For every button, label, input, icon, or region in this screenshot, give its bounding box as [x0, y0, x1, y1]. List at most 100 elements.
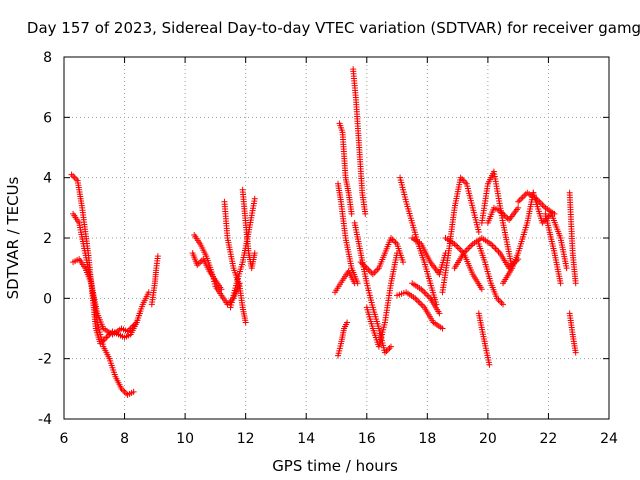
x-tick-label: 10 — [176, 431, 194, 447]
data-point — [418, 301, 425, 308]
grid-lines — [64, 57, 609, 419]
x-tick-label: 6 — [60, 431, 69, 447]
series-s26 — [478, 168, 516, 272]
data-point — [478, 286, 485, 293]
x-axis-label: GPS time / hours — [272, 457, 398, 475]
data-point — [419, 302, 426, 309]
series-s33 — [566, 189, 579, 287]
data-point — [413, 296, 420, 303]
data-point — [465, 245, 472, 252]
data-point — [415, 298, 422, 305]
data-point — [421, 289, 428, 296]
data-point — [366, 268, 373, 275]
data-point — [462, 248, 469, 255]
series-s2 — [70, 210, 137, 398]
x-tick-label: 20 — [479, 431, 497, 447]
series-s13 — [335, 319, 351, 359]
series-s7 — [221, 198, 249, 326]
data-point — [251, 195, 258, 202]
series-s18 — [397, 174, 440, 308]
data-point — [71, 174, 78, 181]
data-point — [498, 299, 505, 306]
x-tick-label: 12 — [237, 431, 255, 447]
data-point — [572, 280, 579, 287]
data-point — [475, 228, 482, 235]
x-tick-label: 18 — [418, 431, 436, 447]
data-point — [424, 292, 431, 299]
data-point — [218, 286, 225, 293]
data-point — [348, 210, 355, 217]
data-point — [454, 244, 461, 251]
data-point — [557, 280, 564, 287]
data-point — [493, 247, 500, 254]
data-point — [372, 268, 379, 275]
data-point — [519, 194, 526, 201]
data-point — [359, 260, 366, 267]
series-s14 — [331, 268, 358, 296]
y-tick-label: 4 — [43, 171, 52, 187]
series-s27 — [475, 310, 493, 368]
data-point — [388, 343, 394, 350]
data-points — [68, 66, 579, 398]
data-point — [518, 195, 525, 202]
series-s34 — [566, 310, 579, 356]
y-tick-label: 8 — [43, 50, 52, 66]
y-axis-label: SDTVAR / TECUs — [4, 176, 22, 299]
x-tick-labels: 6 8 10 12 14 16 18 20 22 24 — [60, 431, 618, 447]
series-s3 — [70, 256, 152, 338]
data-point — [197, 259, 204, 266]
series-s21 — [409, 235, 449, 278]
data-point — [456, 245, 463, 252]
data-point — [422, 290, 429, 297]
data-point — [492, 245, 499, 252]
data-point — [400, 259, 407, 266]
x-tick-label: 22 — [540, 431, 558, 447]
series-s16 — [363, 250, 401, 350]
data-point — [540, 203, 547, 210]
data-point — [70, 173, 77, 180]
series-s5 — [191, 231, 243, 308]
data-point — [391, 238, 398, 245]
y-tick-label: 2 — [43, 231, 52, 247]
series-s28 — [484, 204, 522, 226]
data-point — [386, 345, 393, 352]
data-point — [466, 244, 473, 251]
data-point — [154, 253, 161, 260]
data-point — [123, 390, 130, 397]
data-point — [497, 298, 503, 305]
series-s22 — [439, 174, 482, 296]
y-tick-label: -4 — [38, 412, 52, 428]
data-point — [251, 250, 258, 257]
data-point — [362, 210, 369, 217]
series-s19 — [394, 289, 446, 332]
data-point — [419, 287, 426, 294]
data-point — [486, 361, 493, 368]
data-point — [515, 204, 522, 211]
data-point — [572, 349, 579, 356]
series-s4 — [148, 253, 161, 308]
series-s11 — [335, 180, 361, 287]
series-s17 — [357, 235, 407, 278]
data-point — [439, 325, 446, 332]
chart-title: Day 157 of 2023, Sidereal Day-to-day VTE… — [27, 19, 640, 37]
series-s12 — [350, 66, 369, 217]
data-point — [344, 319, 351, 326]
data-point — [68, 171, 75, 178]
y-tick-label: 6 — [43, 110, 52, 126]
x-tick-label: 8 — [120, 431, 129, 447]
data-point — [371, 269, 378, 276]
data-point — [537, 200, 544, 207]
data-point — [563, 265, 570, 272]
data-point — [490, 244, 497, 251]
axis-ticks — [63, 56, 610, 420]
data-point — [416, 299, 423, 306]
x-tick-label: 16 — [358, 431, 376, 447]
data-point — [503, 213, 510, 220]
y-tick-label: 0 — [43, 291, 52, 307]
data-point — [242, 319, 249, 326]
data-point — [130, 388, 137, 395]
series-s6 — [189, 250, 225, 293]
data-point — [369, 271, 376, 278]
series-s32 — [542, 210, 564, 287]
